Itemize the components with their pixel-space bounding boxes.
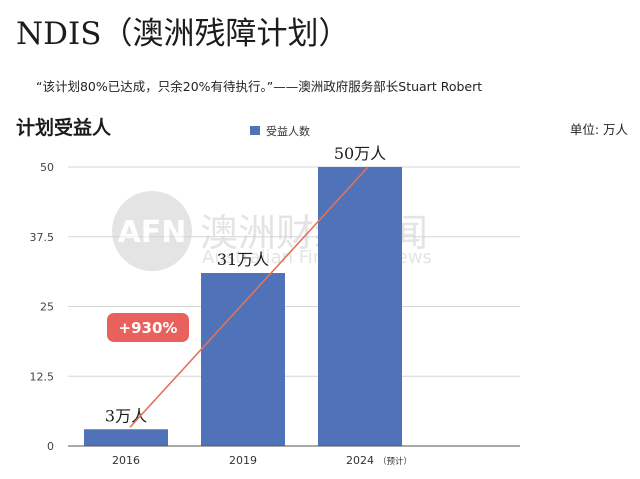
page-title: NDIS（澳洲残障计划） — [16, 16, 350, 52]
growth-badge: +930% — [107, 313, 189, 342]
legend-swatch — [250, 126, 260, 135]
x-category-label: 2024 — [346, 454, 374, 467]
legend-label: 受益人数 — [266, 124, 310, 138]
bars — [84, 167, 402, 446]
growth-badge-background — [107, 313, 189, 342]
x-category-label: 2016 — [112, 454, 140, 467]
unit-label: 单位: 万人 — [569, 122, 628, 137]
watermark-logo-text: AFN — [118, 215, 187, 250]
data-label: 50万人 — [334, 144, 386, 163]
y-tick-label: 25 — [40, 301, 54, 314]
minister-quote: “该计划80%已达成，只余20%有待执行。”——澳洲政府服务部长Stuart R… — [36, 79, 483, 94]
bar-2019 — [201, 273, 285, 446]
legend: 受益人数 — [250, 124, 310, 138]
y-tick-label: 12.5 — [30, 370, 55, 383]
y-tick-label: 37.5 — [30, 231, 55, 244]
x-category-label: 2019 — [229, 454, 257, 467]
chart-section-label: 计划受益人 — [16, 117, 112, 139]
growth-trend-line — [129, 166, 369, 428]
bar-2016 — [84, 429, 168, 446]
data-label: 31万人 — [217, 250, 269, 269]
axes: 0 12.5 25 37.5 50 2016 2019 2024 （预计） — [30, 161, 520, 467]
watermark-logo-circle — [112, 191, 192, 271]
growth-badge-text: +930% — [119, 319, 178, 337]
x-category-note: （预计） — [378, 456, 412, 467]
y-tick-label: 0 — [47, 440, 54, 453]
y-tick-label: 50 — [40, 161, 54, 174]
bar-2024 — [318, 167, 402, 446]
